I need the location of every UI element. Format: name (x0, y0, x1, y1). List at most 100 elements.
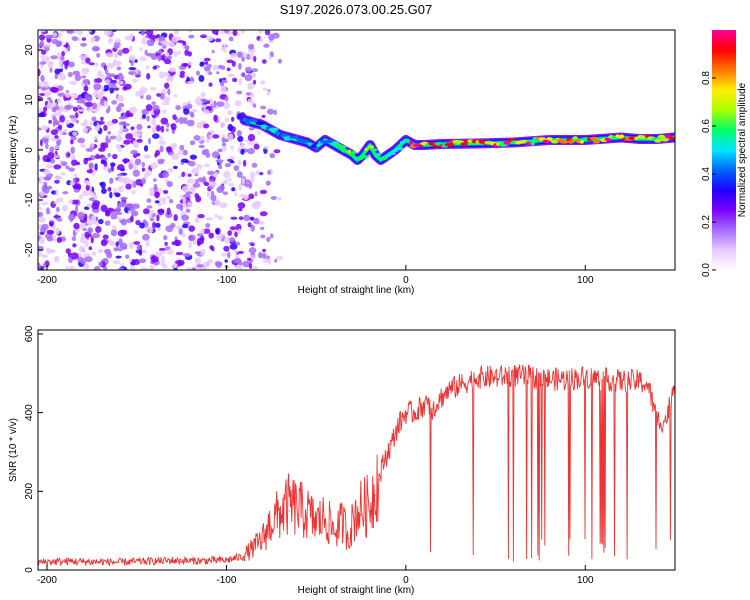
spectrogram-noise-blob (130, 126, 135, 131)
spectrogram-noise-blob (166, 181, 173, 188)
spectrogram-noise-blob (123, 139, 131, 145)
spectrogram-noise-blob (107, 186, 112, 192)
snr-data-point (530, 376, 533, 378)
spectrogram-y-tick-label: 20 (24, 44, 35, 56)
spectrogram-noise-blob (50, 137, 57, 142)
chart-title: S197.2026.073.00.25.G07 (280, 2, 433, 17)
spectrogram-noise-blob (240, 30, 245, 34)
spectrogram-noise-blob (115, 255, 122, 259)
spectrogram-noise-blob (77, 137, 85, 144)
snr-x-tick-label: 0 (403, 575, 409, 586)
spectrogram-noise-blob (200, 34, 207, 39)
snr-data-point (647, 384, 649, 386)
spectrogram-noise-blob (136, 123, 143, 131)
spectrogram-noise-blob (136, 153, 141, 157)
spectrogram-noise-blob (250, 243, 255, 247)
spectrogram-noise-blob (200, 235, 205, 242)
spectrogram-noise-blob (186, 119, 195, 127)
spectrogram-noise-blob (139, 222, 145, 229)
snr-data-point (355, 518, 357, 520)
spectrogram-noise-blob (227, 110, 233, 115)
spectrogram-noise-blob (94, 125, 100, 132)
spectrogram-noise-blob (128, 242, 134, 249)
snr-data-point (315, 526, 317, 528)
spectrogram-noise-blob (52, 115, 57, 121)
spectrogram-noise-blob (111, 100, 117, 105)
spectrogram-ridge-point (572, 136, 578, 140)
spectrogram-noise-blob (226, 67, 231, 72)
spectrogram-noise-blob (196, 70, 200, 76)
spectrogram-noise-blob (120, 263, 125, 267)
spectrogram-noise-blob (159, 145, 164, 153)
spectrogram-noise-blob (64, 48, 68, 53)
spectrogram-noise-blob (132, 79, 138, 83)
spectrogram-noise-blob (223, 30, 230, 34)
spectrogram-noise-blob (200, 228, 205, 235)
spectrogram-noise-blob (212, 64, 220, 71)
spectrogram-noise-blob (65, 120, 70, 125)
spectrogram-noise-blob (139, 183, 144, 187)
spectrogram-noise-blob (84, 256, 93, 263)
spectrogram-noise-blob (158, 197, 167, 202)
spectrogram-noise-blob (143, 154, 151, 159)
spectrogram-ridge-point (396, 146, 404, 151)
spectrogram-noise-blob (174, 30, 179, 36)
spectrogram-noise-blob (41, 223, 49, 231)
spectrogram-noise-blob (160, 125, 165, 133)
spectrogram-noise-blob (218, 164, 223, 170)
spectrogram-noise-blob (60, 30, 66, 33)
spectrogram-noise-blob (197, 177, 204, 183)
spectrogram-noise-blob (88, 246, 93, 251)
spectrogram-noise-blob (118, 49, 123, 57)
spectrogram-noise-blob (139, 56, 147, 62)
spectrogram-noise-blob (180, 158, 189, 163)
spectrogram-ridge-point (530, 141, 535, 146)
spectrogram-noise-blob (206, 190, 211, 198)
spectrogram-noise-blob (72, 131, 78, 137)
spectrogram-noise-blob (245, 66, 252, 73)
spectrogram-noise-blob (268, 56, 272, 60)
spectrogram-noise-blob (54, 135, 59, 139)
spectrogram-noise-blob (95, 222, 100, 226)
spectrogram-noise-blob (164, 241, 168, 246)
spectrogram-noise-blob (224, 117, 229, 123)
spectrogram-noise-blob (171, 241, 176, 245)
spectrogram-noise-blob (74, 183, 82, 191)
spectrogram-noise-blob (145, 64, 149, 70)
snr-data-point (64, 560, 66, 562)
spectrogram-noise-blob (39, 231, 45, 235)
spectrogram-noise-blob (222, 191, 229, 195)
spectrogram-noise-blob (209, 181, 217, 187)
spectrogram-noise-blob (188, 30, 193, 33)
spectrogram-noise-blob (214, 199, 221, 206)
spectrogram-noise-blob (188, 160, 196, 167)
spectrogram-noise-blob (72, 70, 81, 76)
spectrogram-noise-blob (111, 30, 117, 33)
spectrogram-noise-blob (54, 255, 60, 263)
spectrogram-background (38, 30, 675, 270)
spectrogram-noise-cloud (38, 30, 284, 270)
snr-data-point (656, 419, 658, 422)
spectrogram-y-tick-label: -20 (24, 242, 35, 257)
spectrogram-y-ticks: -20 -10 0 10 20 (24, 44, 43, 257)
spectrogram-noise-blob (178, 228, 183, 235)
spectrogram-noise-blob (158, 49, 162, 54)
spectrogram-noise-blob (62, 191, 69, 195)
snr-data-point (145, 560, 147, 562)
spectrogram-noise-blob (118, 177, 126, 183)
snr-data-point (324, 522, 326, 524)
spectrogram-noise-blob (40, 54, 46, 59)
spectrogram-noise-blob (249, 171, 256, 179)
spectrogram-noise-blob (121, 47, 130, 54)
spectrogram-noise-blob (186, 80, 195, 85)
spectrogram-ridge-point (314, 146, 320, 151)
spectrogram-noise-blob (229, 160, 235, 164)
spectrogram-noise-blob (221, 146, 227, 152)
spectrogram-noise-blob (262, 87, 268, 91)
spectrogram-noise-blob (90, 37, 96, 42)
spectrogram-noise-blob (247, 141, 255, 145)
spectrogram-noise-blob (100, 239, 108, 247)
spectrogram-noise-blob (38, 61, 41, 66)
spectrogram-noise-blob (201, 104, 208, 109)
snr-data-points (38, 374, 675, 563)
